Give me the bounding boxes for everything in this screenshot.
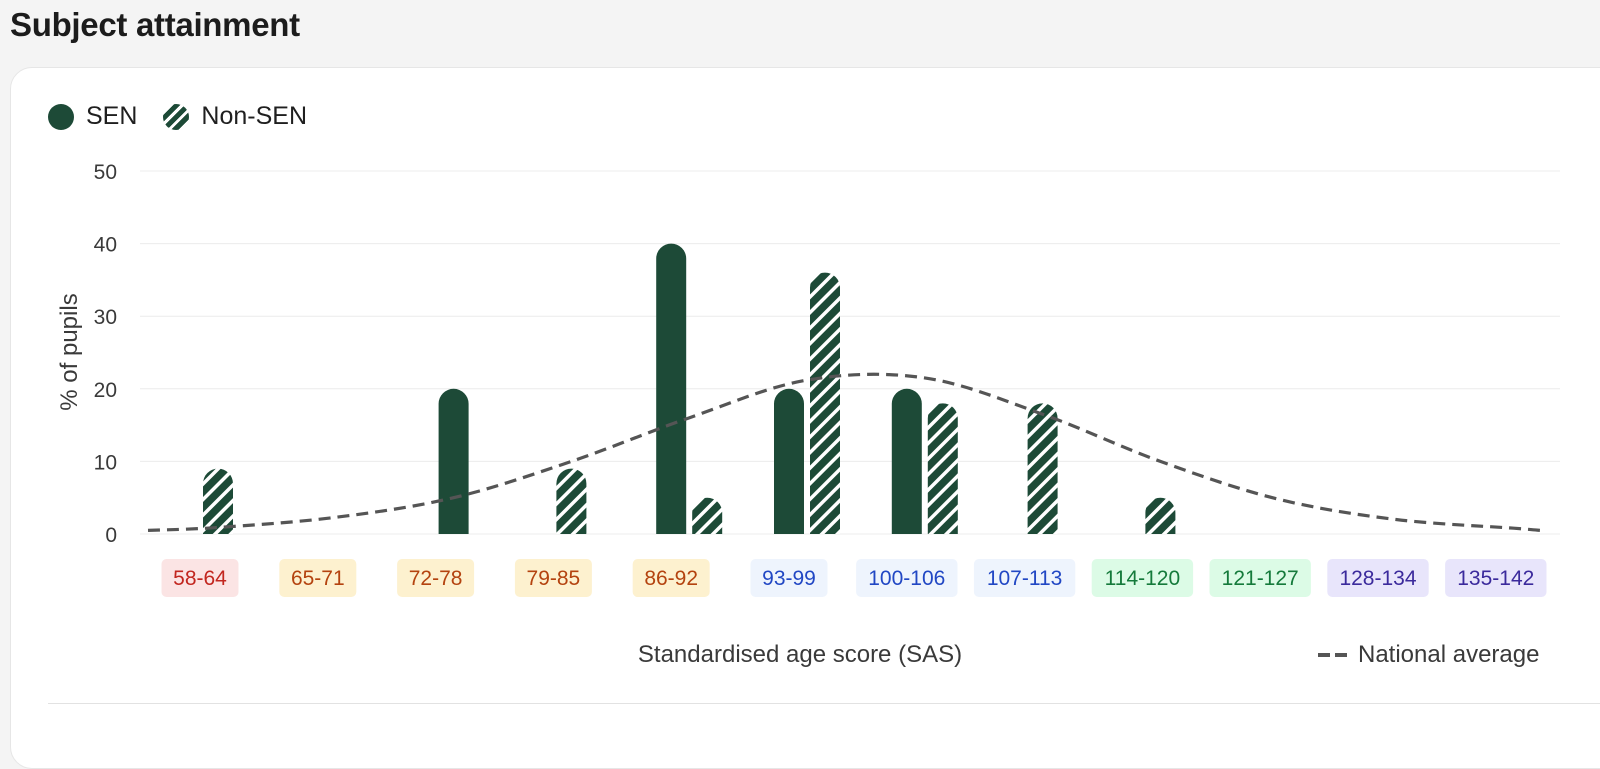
national-average-label: National average xyxy=(1358,641,1540,668)
x-category-pill: 79-85 xyxy=(514,559,592,597)
bar-non-sen[interactable] xyxy=(927,403,958,549)
x-category-pill: 93-99 xyxy=(750,559,828,597)
chart-card xyxy=(10,67,1600,769)
x-category-pill-bg xyxy=(397,559,475,597)
x-tick-label: 72-78 xyxy=(409,567,463,590)
x-category-pill-bg xyxy=(1091,559,1194,597)
y-axis-label: % of pupils xyxy=(56,293,83,410)
x-category-pill: 107-113 xyxy=(973,559,1076,597)
x-tick-label: 100-106 xyxy=(868,567,945,590)
x-category-pill: 114-120 xyxy=(1091,559,1194,597)
y-tick-label: 30 xyxy=(94,306,117,329)
y-tick-label: 10 xyxy=(94,451,117,474)
x-category-pill-bg xyxy=(279,559,357,597)
hatched-circle-icon xyxy=(163,103,190,130)
x-category-pill-bg xyxy=(1327,559,1429,597)
bottom-divider xyxy=(48,703,1600,704)
x-tick-label: 58-64 xyxy=(173,567,227,590)
chart-legend: SEN Non-SEN xyxy=(48,102,333,131)
x-category-pill-bg xyxy=(750,559,828,597)
y-tick-label: 50 xyxy=(94,161,117,184)
x-category-pill-bg xyxy=(973,559,1076,597)
page-title: Subject attainment xyxy=(10,6,300,43)
x-tick-label: 86-92 xyxy=(644,567,698,590)
bar-non-sen[interactable] xyxy=(203,468,233,549)
x-tick-label: 135-142 xyxy=(1457,567,1534,590)
bar-non-sen[interactable] xyxy=(692,497,723,549)
x-tick-label: 79-85 xyxy=(527,567,581,590)
legend-label-non-sen: Non-SEN xyxy=(201,102,307,130)
x-tick-label: 65-71 xyxy=(291,567,345,590)
x-tick-label: 121-127 xyxy=(1222,567,1299,590)
x-axis-category-labels: 58-64 65-71 72-78 79-85 86-92 93-99 100-106 107… xyxy=(161,559,1547,597)
legend-item-non-sen[interactable]: Non-SEN xyxy=(163,102,307,131)
national-average-line xyxy=(147,372,1541,532)
x-tick-label: 93-99 xyxy=(762,567,816,590)
x-category-pill-bg xyxy=(161,559,239,597)
x-category-pill: 86-92 xyxy=(632,559,710,597)
x-category-pill-bg xyxy=(856,559,958,597)
solid-circle-icon xyxy=(48,103,74,130)
x-tick-label: 114-120 xyxy=(1105,567,1181,590)
x-axis-label: Standardised age score (SAS) xyxy=(637,641,963,668)
x-tick-label: 107-113 xyxy=(987,567,1063,590)
x-category-pill: 58-64 xyxy=(161,559,239,597)
bar-sen[interactable] xyxy=(438,388,469,549)
legend-item-sen[interactable]: SEN xyxy=(48,102,137,131)
legend-label-sen: SEN xyxy=(86,102,138,130)
x-tick-label: 128-134 xyxy=(1339,567,1416,590)
y-axis-ticks: 0 10 20 30 40 50 xyxy=(94,161,117,547)
national-average-legend[interactable]: National average xyxy=(1318,641,1539,669)
x-category-pill-bg xyxy=(1445,559,1547,597)
bar-non-sen[interactable] xyxy=(810,272,840,549)
dashed-line-icon xyxy=(1318,653,1348,657)
bar-sen[interactable] xyxy=(774,388,804,549)
x-category-pill: 121-127 xyxy=(1209,559,1311,597)
x-category-pill: 135-142 xyxy=(1445,559,1547,597)
bar-non-sen[interactable] xyxy=(556,468,587,549)
bar-sen[interactable] xyxy=(656,243,687,549)
y-tick-label: 20 xyxy=(94,379,117,402)
x-category-pill-bg xyxy=(632,559,710,597)
bar-non-sen[interactable] xyxy=(1145,497,1176,549)
y-tick-label: 0 xyxy=(105,524,117,547)
x-category-pill: 65-71 xyxy=(279,559,357,597)
attainment-chart: 0 10 20 30 40 50 % of pupils 58-64 65-71 72-78 7… xyxy=(56,161,1560,597)
x-category-pill: 100-106 xyxy=(856,559,958,597)
x-category-pill: 72-78 xyxy=(397,559,475,597)
bar-non-sen[interactable] xyxy=(1027,403,1058,549)
bar-sen[interactable] xyxy=(891,388,922,549)
x-category-pill-bg xyxy=(514,559,592,597)
grid-lines xyxy=(140,170,1560,535)
bars xyxy=(203,243,1176,549)
y-tick-label: 40 xyxy=(94,234,117,257)
x-category-pill-bg xyxy=(1209,559,1311,597)
x-category-pill: 128-134 xyxy=(1327,559,1429,597)
